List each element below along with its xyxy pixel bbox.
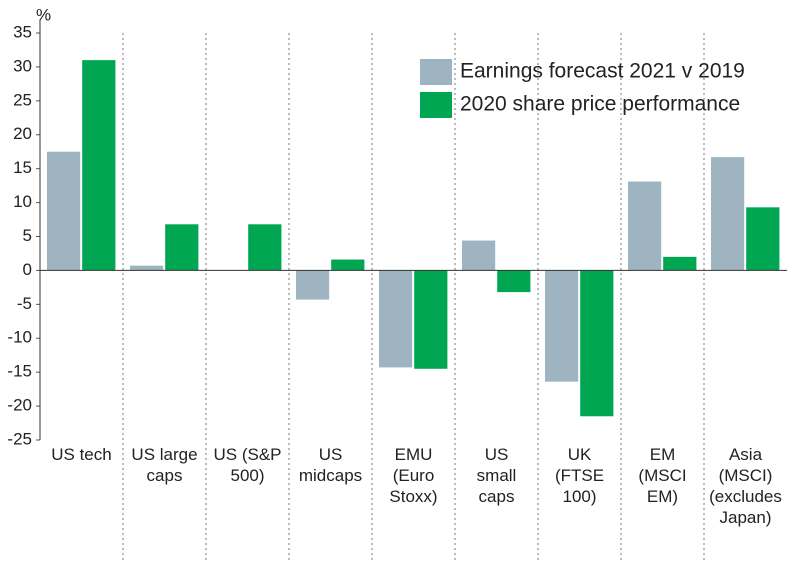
x-tick-label: UK (FTSE 100) [555, 445, 604, 506]
bar [497, 270, 531, 293]
y-tick-label: 0 [23, 260, 32, 279]
bar [47, 151, 81, 271]
y-tick-label: 20 [13, 124, 32, 143]
y-tick-label: 30 [13, 56, 32, 75]
x-tick-label: EM (MSCI EM) [638, 445, 686, 506]
bar [580, 270, 614, 417]
y-tick-label: 5 [23, 226, 32, 245]
bar [165, 224, 199, 271]
bar [331, 259, 365, 271]
legend-label: 2020 share price performance [460, 93, 740, 116]
bar [248, 224, 282, 271]
y-tick-label: -10 [7, 328, 32, 347]
y-tick-label: 35 [13, 22, 32, 41]
x-tick-label: US small caps [477, 445, 517, 506]
x-tick-label: US large caps [131, 445, 197, 485]
bar [414, 270, 448, 369]
x-tick-label: Asia (MSCI) (excludes Japan) [709, 445, 782, 527]
bar [746, 207, 780, 271]
x-tick-label: EMU (Euro Stoxx) [389, 445, 437, 506]
y-tick-label: -15 [7, 362, 32, 381]
y-tick-label: 10 [13, 192, 32, 211]
legend-label: Earnings forecast 2021 v 2019 [460, 60, 745, 83]
legend-swatch [420, 92, 452, 118]
y-tick-label: -25 [7, 429, 32, 448]
bar [545, 270, 579, 382]
x-tick-label: US midcaps [299, 445, 362, 485]
bar [663, 256, 697, 271]
y-tick-label: -5 [17, 294, 32, 313]
bar [711, 157, 745, 271]
y-tick-label: 15 [13, 158, 32, 177]
y-tick-label: -20 [7, 396, 32, 415]
y-tick-label: 25 [13, 90, 32, 109]
bar [82, 60, 116, 271]
x-tick-label: US (S&P 500) [213, 445, 281, 485]
x-tick-label: US tech [51, 445, 111, 464]
bar [130, 265, 164, 271]
bar [296, 270, 330, 300]
bar [379, 270, 413, 368]
y-axis-label: % [36, 5, 51, 24]
bar [462, 240, 496, 271]
bar [628, 181, 662, 271]
legend-swatch [420, 59, 452, 85]
